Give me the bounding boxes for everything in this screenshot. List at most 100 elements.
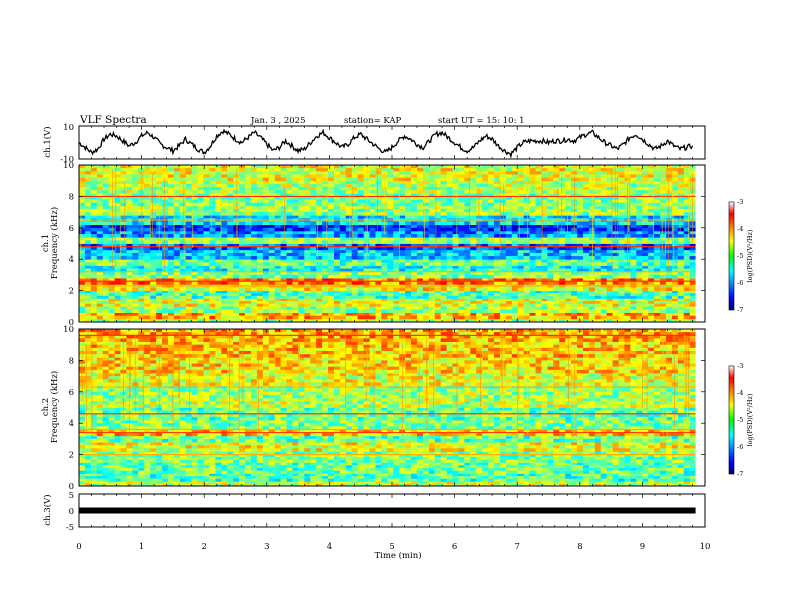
p2-img-cell (683, 215, 691, 219)
p2-img-cell (84, 271, 92, 276)
p2-img-cell (274, 180, 281, 185)
p2-img-cell (434, 224, 442, 229)
p2-img-cell (416, 309, 424, 313)
p2-img-cell (310, 309, 317, 313)
p2-img-cell (268, 295, 276, 299)
p2-img-cell (179, 183, 187, 188)
p2-img-cell (470, 306, 477, 310)
p2-img-cell (316, 249, 323, 254)
p2-img-cell (233, 271, 240, 276)
p2-img-cell (405, 215, 412, 219)
p2-img-cell (102, 290, 110, 294)
p2-img-cell (416, 215, 424, 219)
p2-img-cell (577, 168, 584, 172)
p2-img-cell (167, 199, 175, 204)
p2-img-cell (446, 271, 453, 276)
p2-img-cell (256, 237, 264, 241)
p2-img-cell (428, 268, 436, 273)
p2-img-cell (191, 256, 198, 260)
p2-img-cell (488, 268, 495, 273)
p2-img-cell (630, 193, 637, 197)
p2-img-cell (292, 168, 299, 172)
p2-img-cell (671, 306, 679, 310)
p2-img-cell (203, 265, 210, 270)
p2-img-cell (470, 274, 477, 279)
p2-img-cell (185, 208, 193, 213)
p2-img-cell (428, 205, 436, 210)
p2-img-cell (654, 293, 661, 297)
p2-img-cell (541, 246, 548, 251)
p2-img-cell (553, 227, 560, 232)
p2-img-cell (529, 221, 536, 226)
p2-img-cell (90, 212, 98, 216)
p2-img-cell (488, 199, 495, 204)
p2-img-cell (541, 295, 548, 299)
p2-img-cell (553, 168, 560, 172)
p2-img-cell (167, 256, 175, 260)
p2-img-cell (446, 240, 453, 244)
p2-img-cell (636, 243, 643, 248)
p2-img-cell (458, 293, 465, 297)
p2-img-cell (452, 278, 459, 282)
p2-img-cell (322, 287, 329, 291)
p2-img-cell (256, 224, 264, 229)
p2-img-cell (482, 301, 489, 305)
p2-img-cell (422, 199, 430, 204)
p2-img-cell (363, 249, 370, 254)
p2-img-cell (369, 227, 376, 232)
p2-img-cell (660, 190, 667, 194)
p2-img-cell (416, 234, 424, 238)
p2-img-cell (523, 262, 530, 266)
p2-img-cell (102, 196, 110, 200)
p2-img-cell (150, 271, 157, 276)
p2-img-cell (387, 287, 394, 291)
p2-img-cell (642, 215, 649, 219)
p2-img-cell (316, 298, 323, 302)
p2-img-cell (630, 278, 637, 282)
p2-img-cell (683, 281, 691, 285)
p2-img-cell (405, 278, 412, 282)
p2-img-cell (565, 165, 572, 169)
p2-img-cell (363, 243, 370, 248)
p2-img-cell (310, 180, 317, 185)
p2-img-cell (162, 224, 169, 229)
p2-img-cell (197, 237, 204, 241)
p2-img-cell (660, 306, 667, 310)
p2-img-cell (689, 243, 697, 248)
p2-img-cell (90, 221, 98, 226)
p2-img-cell (559, 215, 566, 219)
p2-img-cell (333, 262, 341, 266)
p2-img-cell (274, 243, 281, 248)
p2-img-cell (333, 274, 341, 279)
p2-img-cell (333, 237, 341, 241)
p2-img-cell (185, 199, 193, 204)
p2-img-cell (310, 208, 317, 213)
p2-img-cell (446, 318, 453, 323)
p2-img-cell (511, 265, 519, 270)
p2-img-cell (375, 287, 382, 291)
p2-img-cell (114, 221, 121, 226)
p2-img-cell (239, 240, 246, 244)
p2-img-cell (571, 301, 578, 305)
p2-img-cell (310, 303, 317, 307)
p2-img-cell (316, 318, 323, 323)
p2-img-cell (594, 293, 602, 297)
p2-img-cell (654, 290, 661, 294)
p2-img-cell (618, 237, 625, 241)
p2-img-cell (671, 278, 679, 282)
p2-img-cell (535, 230, 542, 235)
p2-img-cell (102, 221, 110, 226)
p2-img-cell (239, 180, 246, 185)
p2-img-cell (600, 287, 608, 291)
p2-img-cell (600, 237, 608, 241)
p2-img-cell (535, 180, 542, 185)
p2-img-cell (233, 268, 240, 273)
p2-img-cell (505, 256, 513, 260)
p2-img-cell (571, 274, 578, 279)
p2-img-cell (571, 256, 578, 260)
p2-img-cell (274, 202, 281, 207)
p2-img-cell (665, 249, 673, 254)
p2-img-cell (322, 249, 329, 254)
p2-img-cell (375, 199, 382, 204)
p2-img-cell (322, 301, 329, 305)
